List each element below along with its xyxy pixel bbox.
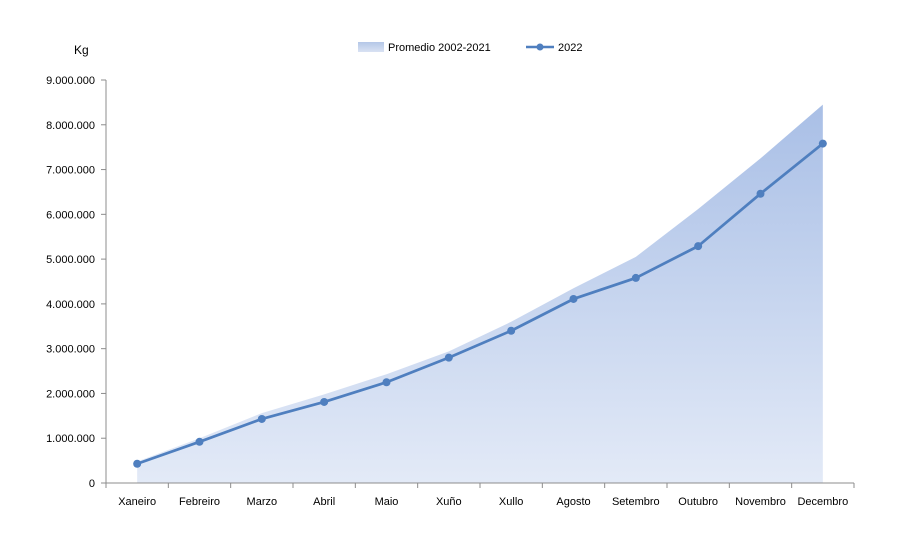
legend-marker-2022 (536, 43, 544, 51)
y-axis-unit-label: Kg (74, 43, 89, 57)
area-series-promedio (137, 104, 823, 483)
data-point-2022 (694, 242, 703, 251)
x-tick-label: Xullo (499, 496, 523, 508)
legend-swatch-promedio (358, 42, 384, 52)
data-point-2022 (444, 353, 453, 362)
x-tick-label: Decembro (797, 496, 848, 508)
legend-label-promedio: Promedio 2002-2021 (388, 42, 491, 54)
data-point-2022 (756, 189, 765, 198)
legend-label-2022: 2022 (558, 42, 582, 54)
data-point-2022 (257, 414, 266, 423)
y-tick-label: 6.000.000 (46, 209, 95, 221)
y-tick-label: 8.000.000 (46, 120, 95, 132)
x-tick-label: Novembro (735, 496, 786, 508)
data-point-2022 (133, 459, 142, 468)
data-point-2022 (320, 397, 329, 406)
data-point-2022 (818, 139, 827, 148)
x-tick-label: Setembro (612, 496, 660, 508)
y-tick-label: 2.000.000 (46, 388, 95, 400)
y-tick-label: 3.000.000 (46, 344, 95, 356)
data-point-2022 (382, 378, 391, 387)
x-tick-label: Febreiro (179, 496, 220, 508)
x-tick-label: Outubro (678, 496, 718, 508)
x-axis: Xaneiro Febreiro Marzo Abril Maio Xuño Xullo Ag… (105, 482, 855, 508)
y-tick-label: 4.000.000 (46, 299, 95, 311)
plot-area (133, 104, 827, 483)
line-series-2022 (136, 142, 824, 466)
x-tick-label: Maio (375, 496, 399, 508)
x-tick-label: Agosto (556, 496, 590, 508)
y-tick-label: 7.000.000 (46, 165, 95, 177)
data-point-2022 (631, 273, 640, 282)
y-axis: 0 1.000.000 2.000.000 3.000.000 4.000.000 5.0… (46, 75, 107, 490)
y-tick-label: 5.000.000 (46, 254, 95, 266)
x-tick-label: Abril (313, 496, 335, 508)
x-tick-label: Marzo (247, 496, 278, 508)
y-tick-label: 9.000.000 (46, 75, 95, 87)
data-point-2022 (195, 437, 204, 446)
y-tick-label: 0 (89, 478, 95, 490)
data-point-2022 (569, 294, 578, 303)
x-tick-label: Xuño (436, 496, 462, 508)
y-tick-label: 1.000.000 (46, 433, 95, 445)
legend: Promedio 2002-2021 2022 (358, 42, 582, 54)
data-point-2022 (507, 326, 516, 335)
x-tick-label: Xaneiro (118, 496, 156, 508)
